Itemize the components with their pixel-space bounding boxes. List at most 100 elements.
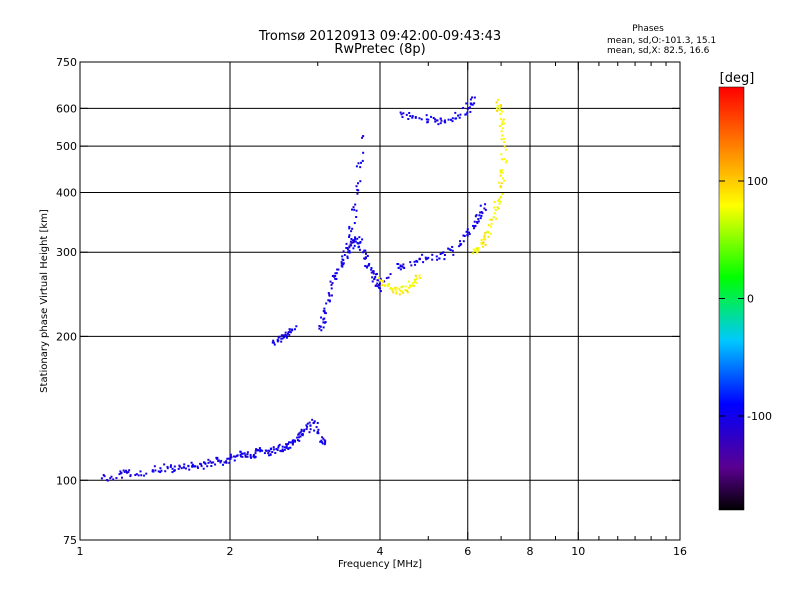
data-point [363, 249, 366, 252]
data-point [479, 211, 482, 214]
colorbar-ticks: 100 0 -100 [719, 175, 772, 423]
data-point [351, 208, 354, 211]
data-point [448, 248, 451, 251]
data-point [188, 468, 191, 471]
data-point [401, 285, 404, 288]
data-point [364, 264, 367, 267]
data-point [387, 276, 390, 279]
data-point [402, 263, 405, 266]
data-point [291, 443, 294, 446]
data-point [265, 449, 268, 452]
y-tick-label: 750 [56, 56, 77, 69]
data-point [276, 340, 279, 343]
data-point [462, 240, 465, 243]
data-point [358, 248, 361, 251]
data-point [192, 464, 195, 467]
data-point [365, 265, 368, 268]
data-point [272, 446, 275, 449]
chart-subtitle: RwPretec (8p) [334, 42, 425, 57]
data-point [323, 311, 326, 314]
data-point [145, 472, 148, 475]
data-point [410, 264, 413, 267]
data-point [488, 218, 491, 221]
data-point [475, 247, 478, 250]
data-point [503, 145, 506, 148]
data-point [438, 257, 441, 260]
data-point [334, 272, 337, 275]
data-point [315, 426, 318, 429]
data-point [357, 189, 360, 192]
data-point [356, 188, 359, 191]
data-point [499, 169, 502, 172]
data-point [163, 463, 166, 466]
data-point [225, 461, 228, 464]
data-point [342, 262, 345, 265]
data-point [269, 448, 272, 451]
data-point [496, 199, 499, 202]
data-point [406, 289, 409, 292]
data-point [472, 252, 475, 255]
data-point [330, 283, 333, 286]
data-point [335, 278, 338, 281]
data-point [355, 216, 358, 219]
data-point [100, 477, 103, 480]
data-point [159, 467, 162, 470]
data-point [480, 211, 483, 214]
data-point [478, 214, 481, 217]
data-point [254, 449, 257, 452]
data-point [284, 333, 287, 336]
data-point [254, 452, 257, 455]
data-point [171, 471, 174, 474]
data-point [120, 472, 123, 475]
data-point [383, 280, 386, 283]
data-point [283, 448, 286, 451]
data-point [226, 457, 229, 460]
data-point [498, 107, 501, 110]
data-point [346, 248, 349, 251]
data-point [362, 151, 365, 154]
data-point [340, 262, 343, 265]
data-point [135, 473, 138, 476]
data-point [356, 192, 359, 195]
data-point [411, 282, 414, 285]
data-point [476, 248, 479, 251]
data-point [300, 428, 303, 431]
data-point [398, 293, 401, 296]
data-point [348, 249, 351, 252]
y-tick-label: 400 [56, 186, 77, 199]
data-point [297, 433, 300, 436]
x-tick-label: 1 [77, 545, 84, 558]
data-point [306, 422, 309, 425]
data-point [416, 277, 419, 280]
data-point [253, 455, 256, 458]
data-point [308, 421, 311, 424]
data-point [184, 467, 187, 470]
data-point [330, 287, 333, 290]
data-point [480, 214, 483, 217]
data-point [336, 268, 339, 271]
data-point [466, 234, 469, 237]
data-point [495, 107, 498, 110]
data-point [379, 279, 381, 282]
data-point [483, 234, 486, 237]
data-point [241, 455, 244, 458]
data-point [207, 458, 210, 461]
data-point [318, 324, 321, 327]
data-point [166, 465, 169, 468]
data-point [235, 455, 238, 458]
data-point [259, 450, 262, 453]
data-point [154, 469, 157, 472]
data-point [246, 455, 249, 458]
data-point [498, 202, 501, 205]
data-point [499, 104, 502, 107]
data-point [112, 478, 115, 481]
data-point [291, 329, 294, 332]
data-point [313, 420, 316, 423]
data-point [484, 231, 487, 234]
data-point [337, 268, 340, 271]
data-point [293, 328, 296, 331]
data-point [352, 247, 355, 250]
data-point [252, 455, 255, 458]
data-point [284, 331, 287, 334]
data-point [182, 466, 185, 469]
